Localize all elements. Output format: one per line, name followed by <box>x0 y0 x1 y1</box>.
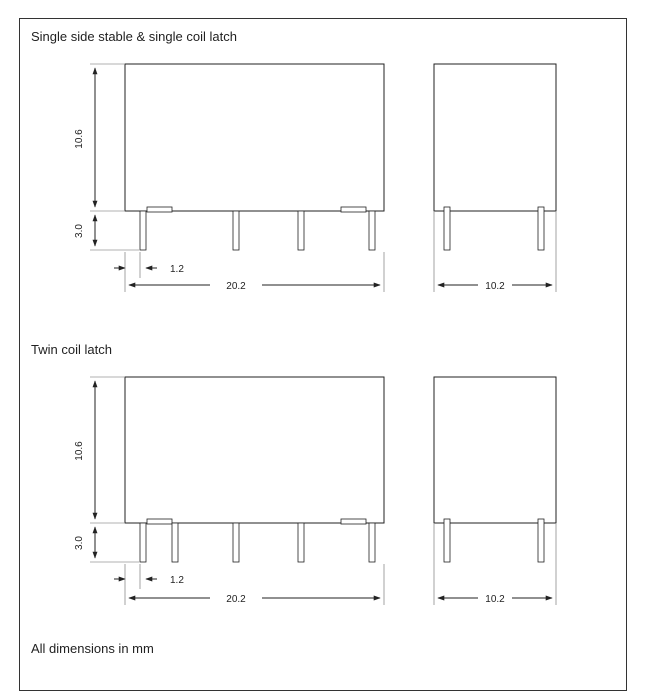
relay-side-body <box>433 376 557 524</box>
relay-front-body <box>124 63 385 212</box>
section-title: Twin coil latch <box>31 342 112 357</box>
pin <box>443 206 451 251</box>
pin-offset-label: 1.2 <box>170 264 184 275</box>
pin-tab-right <box>340 206 367 213</box>
units-note: All dimensions in mm <box>31 641 154 656</box>
pin <box>297 210 305 251</box>
pin-tab-left <box>146 518 173 525</box>
pin <box>232 210 240 251</box>
front-pins <box>139 522 376 563</box>
height-dimension-label: 10.6 <box>74 441 85 461</box>
pin-length-dimension-label: 3.0 <box>74 536 85 550</box>
section-title: Single side stable & single coil latch <box>31 29 237 44</box>
pin <box>139 210 147 251</box>
pin <box>297 522 305 563</box>
pin-tab-left <box>146 206 173 213</box>
side-pins <box>443 206 545 251</box>
pin-offset-label: 1.2 <box>170 575 184 586</box>
width-dimension-label: 10.2 <box>485 281 505 292</box>
pin-tab-right <box>340 518 367 525</box>
section-single-coil: Single side stable & single coil latch 1… <box>31 29 557 292</box>
pin <box>368 210 376 251</box>
length-dimension-label: 20.2 <box>226 281 246 292</box>
relay-front-body <box>124 376 385 524</box>
section-twin-coil: Twin coil latch 10.6 3.0 1.2 20.2 <box>31 342 557 605</box>
pin <box>232 522 240 563</box>
pin <box>368 522 376 563</box>
pin <box>139 522 147 563</box>
side-pins <box>443 518 545 563</box>
pin-length-dimension-label: 3.0 <box>74 224 85 238</box>
height-dimension-label: 10.6 <box>74 129 85 149</box>
pin <box>443 518 451 563</box>
relay-side-body <box>433 63 557 212</box>
pin <box>537 206 545 251</box>
pin <box>171 522 179 563</box>
length-dimension-label: 20.2 <box>226 594 246 605</box>
front-pins <box>139 210 376 251</box>
drawing-border <box>19 18 627 691</box>
pin <box>537 518 545 563</box>
width-dimension-label: 10.2 <box>485 594 505 605</box>
